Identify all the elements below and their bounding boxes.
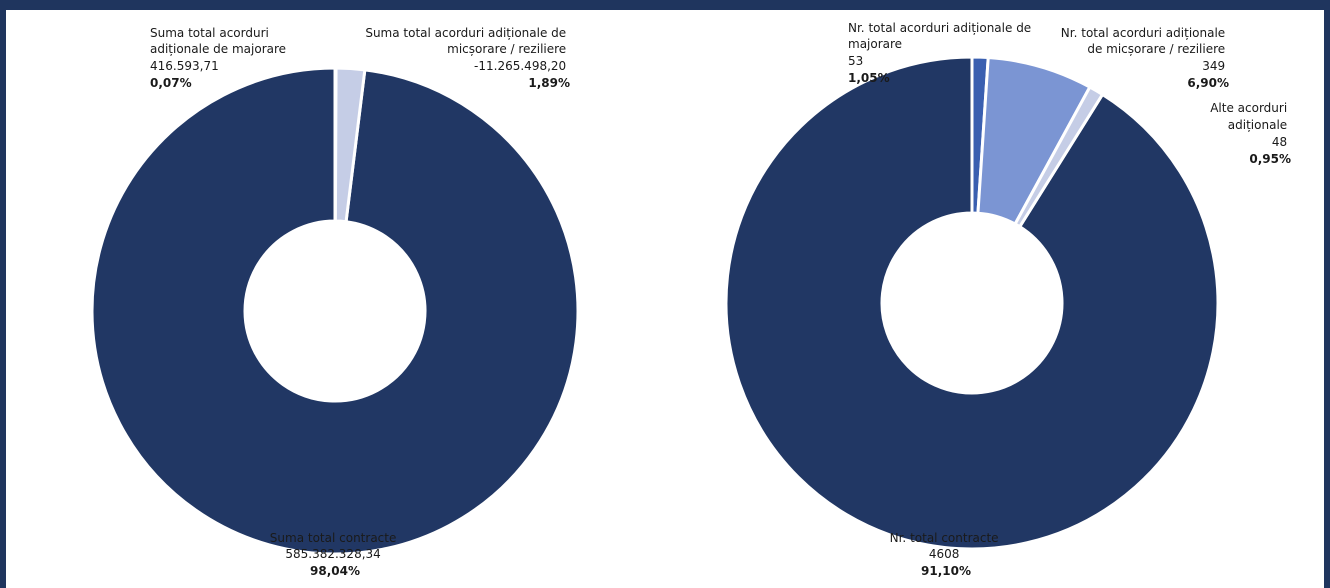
label-suma-micsorare-line-1: Suma total acorduri adiționale de <box>365 26 566 40</box>
slice-nr-total-contracte <box>724 55 1220 551</box>
slice-suma-micsorare-reziliere <box>333 66 367 224</box>
label-alte-value: 48 <box>1272 135 1287 149</box>
label-suma-majorare: Suma total acorduri adiționale de majora… <box>150 26 290 90</box>
slice-alte-acorduri <box>1013 85 1105 229</box>
label-nr-majorare-percent: 1,05% <box>848 71 890 85</box>
label-suma-majorare-percent: 0,07% <box>150 76 192 90</box>
label-suma-contracte-percent: 98,04% <box>310 564 360 578</box>
label-nr-majorare-line-2: majorare <box>848 37 902 51</box>
label-alte-percent: 0,95% <box>1249 152 1291 166</box>
slice-suma-total-contracte <box>90 66 580 556</box>
label-nr-majorare-line-1: Nr. total acorduri adiționale de <box>848 21 1031 35</box>
label-suma-contracte-value: 585.382.328,34 <box>285 547 380 561</box>
label-alte-line-1: Alte acorduri <box>1210 101 1287 115</box>
label-suma-micsorare-value: -11.265.498,20 <box>474 59 566 73</box>
label-nr-contracte-line-1: Nr. total contracte <box>890 531 999 545</box>
label-nr-micsorare-line-1: Nr. total acorduri adiționale <box>1061 26 1225 40</box>
label-suma-contracte-line-1: Suma total contracte <box>270 531 397 545</box>
label-nr-micsorare-line-2: de micșorare / reziliere <box>1087 42 1225 56</box>
label-nr-micsorare: Nr. total acorduri adiționale de micșora… <box>1061 26 1229 90</box>
donut-chart-counts: Nr. total acorduri adiționale de majorar… <box>724 21 1291 578</box>
label-nr-majorare: Nr. total acorduri adiționale de majorar… <box>848 21 1035 85</box>
label-suma-contracte: Suma total contracte 585.382.328,34 98,0… <box>270 531 400 578</box>
label-nr-contracte: Nr. total contracte 4608 91,10% <box>890 531 1003 578</box>
frame-left-border <box>0 0 6 588</box>
frame-right-border <box>1324 0 1330 588</box>
label-suma-majorare-value: 416.593,71 <box>150 59 219 73</box>
frame-top-border <box>0 0 1330 10</box>
label-nr-majorare-value: 53 <box>848 54 863 68</box>
label-suma-micsorare-line-2: micșorare / reziliere <box>447 42 566 56</box>
label-nr-contracte-percent: 91,10% <box>921 564 971 578</box>
label-suma-majorare-line-2: adiționale de majorare <box>150 42 286 56</box>
label-alte-acorduri: Alte acorduri adiționale 48 0,95% <box>1210 101 1291 166</box>
label-alte-line-2: adiționale <box>1228 118 1287 132</box>
label-suma-micsorare: Suma total acorduri adiționale de micșor… <box>365 26 570 90</box>
label-nr-contracte-value: 4608 <box>929 547 960 561</box>
label-suma-micsorare-percent: 1,89% <box>528 76 570 90</box>
label-nr-micsorare-value: 349 <box>1202 59 1225 73</box>
label-suma-majorare-line-1: Suma total acorduri <box>150 26 269 40</box>
donut-chart-sums: Suma total acorduri adiționale de majora… <box>90 26 580 578</box>
label-nr-micsorare-percent: 6,90% <box>1187 76 1229 90</box>
